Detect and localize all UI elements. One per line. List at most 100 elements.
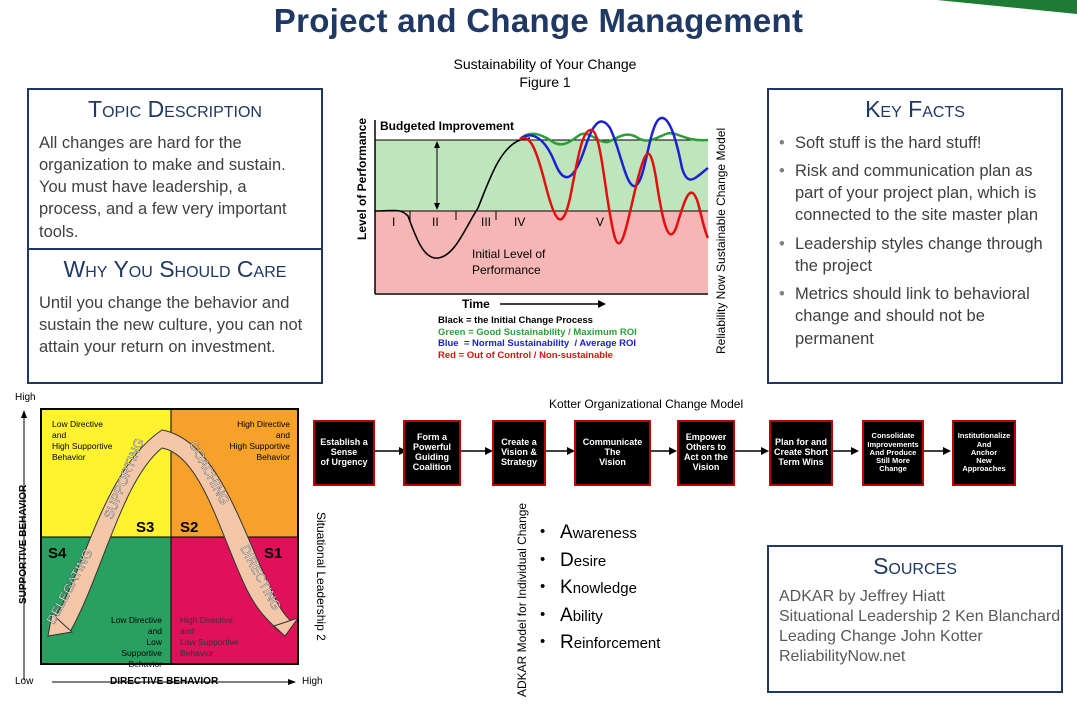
adkar-word: nowledge (572, 580, 637, 597)
situational-leadership-label: Situational Leadership 2 (314, 512, 328, 641)
key-fact-item: Leadership styles change through the pro… (779, 233, 1049, 278)
source-line: ADKAR by Jeffrey Hiatt (779, 587, 945, 605)
source-line: Situational Leadership 2 Ken Blanchard (779, 607, 1061, 625)
kotter-step-5: Empower Others to Act on the Vision (677, 420, 735, 486)
adkar-word: wareness (572, 525, 637, 542)
good-band (375, 140, 708, 211)
situational-leadership-diagram: SUPPORTING COACHING DELEGATING DIRECTING… (21, 408, 300, 685)
kotter-step-4: Communicate The Vision (574, 420, 651, 486)
sources-box: Sources ADKAR by Jeffrey Hiatt Situation… (767, 545, 1063, 693)
key-facts-box: Key Facts Soft stuff is the hard stuff! … (767, 88, 1063, 384)
page-title: Project and Change Management (273, 2, 804, 39)
desc-line: Behavior (256, 452, 290, 463)
adkar-letter: A (560, 604, 573, 626)
blue-curve (519, 116, 709, 188)
chart-legend: Black = the Initial Change Process Green… (438, 315, 637, 361)
adkar-item: Knowledge (540, 577, 660, 605)
sl-x-high: High (302, 676, 323, 687)
desc-line: High Supportive (52, 441, 113, 452)
step-line: Act on the (684, 452, 728, 462)
quadrant-s2-desc: High Directive and High Supportive Behav… (226, 419, 290, 463)
kotter-title: Kotter Organizational Change Model (549, 397, 744, 411)
initial-level-line2: Performance (472, 262, 541, 277)
figure-caption: Sustainability of Your Change Figure 1 (420, 55, 670, 91)
adkar-label: ADKAR Model for Individual Change (515, 502, 529, 697)
phase-label-ii: II (432, 215, 439, 229)
style-label-s2: S2 (180, 519, 198, 536)
topic-description-box: Topic Description All changes are hard f… (27, 88, 323, 250)
key-facts-heading: Key Facts (865, 96, 965, 122)
step-line: Guiding (415, 452, 449, 462)
desc-line: High Supportive (229, 441, 290, 452)
kotter-step-6: Plan for and Create Short Term Wins (769, 420, 833, 486)
green-curve (519, 131, 709, 146)
style-label-s4: S4 (48, 545, 67, 562)
sl-y-high: High (15, 392, 36, 403)
step-line: Form a (416, 432, 447, 443)
key-fact-item: Risk and communication plan as part of y… (779, 160, 1049, 227)
step-line: Vision (692, 461, 720, 472)
step-line: Improvements (867, 439, 919, 449)
step-line: The (604, 447, 621, 458)
step-line: Strategy (500, 456, 537, 467)
kotter-arrows (375, 447, 951, 455)
step-line: Establish a (320, 437, 368, 448)
step-line: Create Short (773, 447, 828, 458)
step-line: And Produce (869, 447, 917, 457)
why-care-heading: Why You Should Care (63, 256, 287, 282)
sources-list: ADKAR by Jeffrey Hiatt Situational Leade… (769, 587, 1061, 667)
style-label-s3: S3 (136, 519, 154, 536)
desc-line: and (180, 626, 195, 637)
why-care-box: Why You Should Care Until you change the… (27, 248, 323, 384)
figure-caption-number: Figure 1 (519, 74, 571, 91)
initial-level-line1: Initial Level of (472, 247, 546, 261)
adkar-word: einforcement (573, 635, 661, 652)
step-line: Institutionalize (957, 431, 1011, 441)
adkar-word: bility (572, 607, 603, 625)
source-line: ReliabilityNow.net (779, 647, 906, 665)
quadrant-s4 (41, 537, 171, 664)
step-line: of Urgency (320, 456, 368, 467)
step-line: New (976, 456, 992, 466)
sustainable-model-label: Reliability Now Sustainable Change Model (714, 127, 728, 354)
desc-line: and (275, 430, 290, 441)
initial-level-label: Initial Level of Performance (472, 247, 545, 278)
adkar-word: esire (573, 552, 607, 570)
adkar-letter: R (560, 632, 574, 653)
black-curve (374, 137, 531, 259)
chart-ylabel: Level of Performance (355, 117, 369, 240)
kotter-step-2: Form a Powerful Guiding Coalition (403, 420, 461, 486)
desc-line: Low Supportive (180, 637, 239, 648)
adkar-item: Reinforcement (540, 632, 660, 660)
sl-y-low: Low (15, 676, 34, 687)
kotter-step-3: Create a Vision & Strategy (492, 420, 546, 486)
quadrant-s3-desc: Low Directive and High Supportive Behavi… (52, 419, 112, 463)
why-care-text: Until you change the behavior and sustai… (39, 293, 303, 357)
desc-line: and (52, 430, 67, 441)
legend-green: Green = Good Sustainability / Maximum RO… (438, 326, 637, 338)
legend-red: Red = Out of Control / Non-sustainable (438, 349, 613, 361)
desc-line: and (147, 626, 162, 637)
bad-band (375, 211, 708, 293)
corner-accent (937, 0, 1077, 14)
desc-line: High Directive (180, 615, 233, 625)
step-line: Term Wins (778, 456, 824, 467)
kotter-step-1: Establish a Sense of Urgency (313, 420, 375, 486)
desc-line: Low Supportive (121, 637, 162, 659)
figure-caption-title: Sustainability of Your Change (453, 56, 637, 72)
topic-description-heading: Topic Description (88, 96, 262, 122)
phase-label-v: V (596, 215, 605, 229)
source-line: Leading Change John Kotter (779, 627, 983, 645)
adkar-list: Awareness Desire Knowledge Ability Reinf… (540, 522, 660, 660)
step-line: Plan for and (774, 437, 827, 448)
key-facts-list: Soft stuff is the hard stuff! Risk and c… (769, 132, 1061, 350)
step-line: Vision (599, 456, 626, 467)
sources-heading: Sources (873, 553, 957, 579)
desc-line: Behavior (52, 452, 86, 463)
adkar-item: Awareness (540, 522, 660, 550)
key-fact-item: Metrics should link to behavioral change… (779, 283, 1049, 350)
step-line: Approaches (962, 464, 1006, 474)
adkar-letter: D (560, 549, 574, 571)
kotter-step-8: Institutionalize And Anchor New Approaches (952, 420, 1016, 486)
adkar-item: Ability (540, 605, 660, 633)
